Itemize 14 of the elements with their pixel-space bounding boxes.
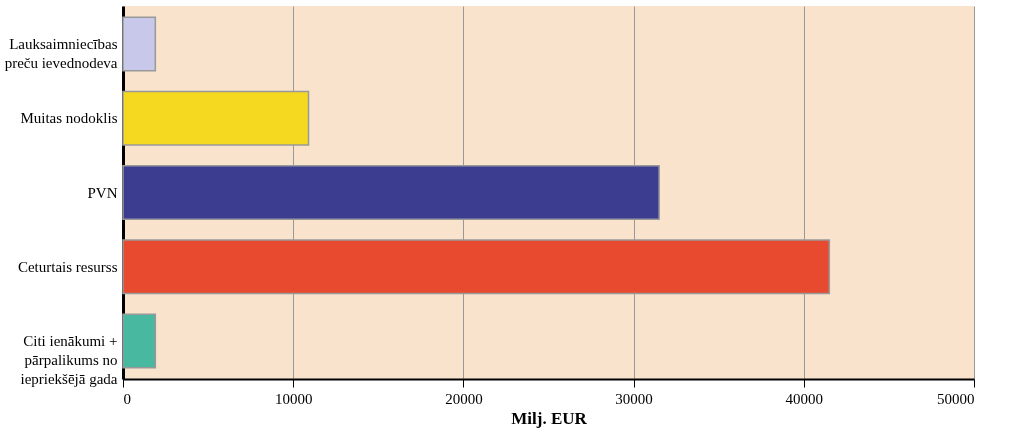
x-tick-label: 0 xyxy=(123,390,131,407)
x-tick-label: 20000 xyxy=(445,390,483,407)
x-tick-label: 30000 xyxy=(615,390,653,407)
y-tick-label: Ceturtais resurss xyxy=(17,258,118,275)
y-tick-label: Citi ienākumi + pārpalikums no iepriekšējā gada xyxy=(20,333,118,388)
bar xyxy=(122,313,157,369)
x-tick-label: 10000 xyxy=(274,390,313,407)
x-axis-title: Milj. EUR xyxy=(511,408,588,428)
y-tick-label: Muitas nodoklis xyxy=(20,110,118,127)
y-tick-label: PVN xyxy=(87,184,118,201)
y-tick-label: Lauksaimniecības preču ievednodeva xyxy=(4,35,118,71)
bar xyxy=(122,16,157,72)
x-tick-label: 50000 xyxy=(937,390,975,407)
x-tick-label: 40000 xyxy=(785,390,824,407)
